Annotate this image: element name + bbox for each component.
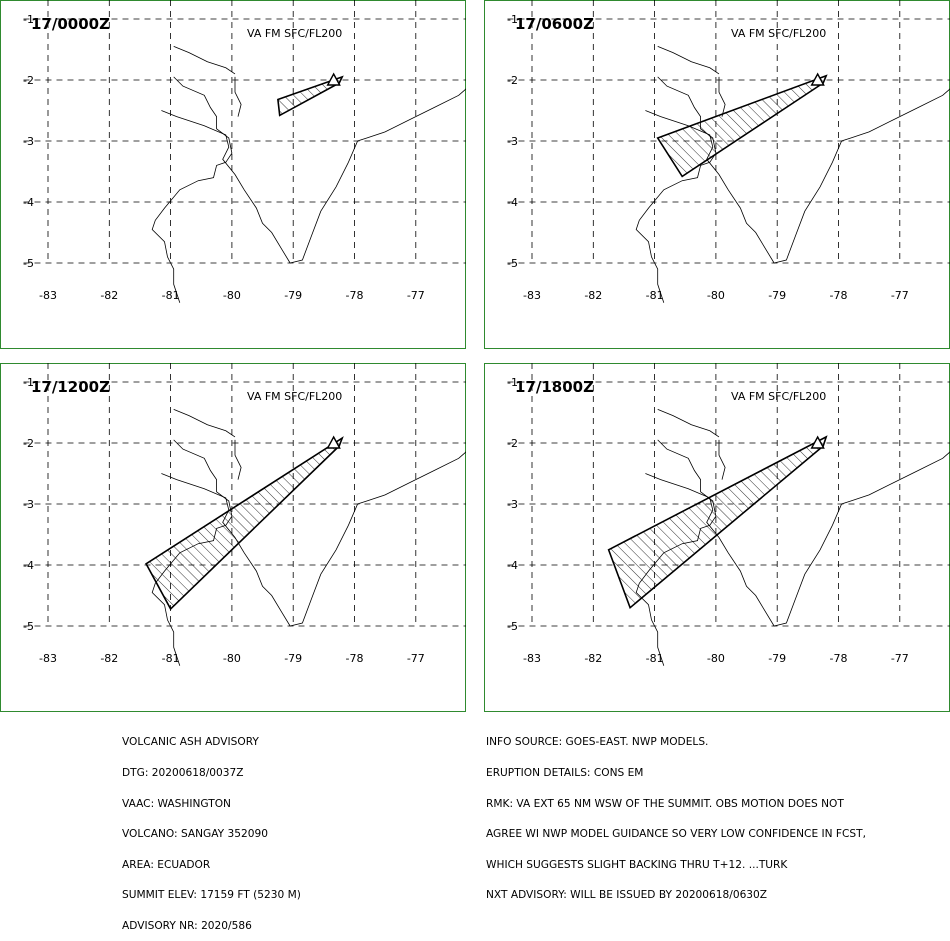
coastline bbox=[635, 76, 717, 303]
lon-tick-label: -81 bbox=[162, 652, 180, 665]
lon-tick-label: -80 bbox=[707, 289, 725, 302]
lon-tick-label: -77 bbox=[891, 652, 909, 665]
lat-tick-label: -3 bbox=[507, 498, 518, 511]
coastline bbox=[151, 76, 233, 303]
advisory-line: DTG: 20200618/0037Z bbox=[122, 767, 244, 779]
lon-tick-label: -77 bbox=[407, 652, 425, 665]
coastline bbox=[657, 46, 720, 75]
lat-tick-label: -1 bbox=[507, 376, 518, 389]
advisory-line: VAAC: WASHINGTON bbox=[122, 797, 231, 810]
advisory-line: SUMMIT ELEV: 17159 FT (5230 M) bbox=[122, 889, 301, 902]
ash-polygon bbox=[607, 435, 828, 610]
coastline bbox=[173, 46, 236, 75]
lon-tick-label: -81 bbox=[162, 289, 180, 302]
lat-tick-label: -1 bbox=[23, 13, 34, 26]
lat-tick-label: -2 bbox=[507, 74, 518, 87]
lon-tick-label: -78 bbox=[830, 652, 848, 665]
lon-tick-label: -82 bbox=[584, 652, 602, 665]
advisory-line: NXT ADVISORY: WILL BE ISSUED BY 20200618… bbox=[486, 889, 768, 902]
ash-polygon bbox=[145, 436, 344, 611]
advisory-line: AREA: ECUADOR bbox=[122, 858, 211, 871]
ash-polygon bbox=[656, 74, 828, 178]
panel-frame bbox=[0, 0, 466, 349]
lon-tick-label: -79 bbox=[284, 652, 302, 665]
volcano-icon bbox=[326, 72, 341, 86]
lat-tick-label: -2 bbox=[507, 437, 518, 450]
panel-level-label: VA FM SFC/FL200 bbox=[247, 27, 343, 40]
panel-level-label: VA FM SFC/FL200 bbox=[731, 27, 827, 40]
lat-tick-label: -4 bbox=[507, 559, 518, 572]
lon-tick-label: -82 bbox=[100, 652, 118, 665]
advisory-line: RMK: VA EXT 65 NM WSW OF THE SUMMIT. OBS… bbox=[486, 797, 844, 810]
lat-tick-label: -5 bbox=[507, 257, 518, 270]
panel-level-label: VA FM SFC/FL200 bbox=[731, 390, 827, 403]
lon-tick-label: -77 bbox=[891, 289, 909, 302]
panel-level-label: VA FM SFC/FL200 bbox=[247, 390, 343, 403]
lat-tick-label: -3 bbox=[23, 498, 34, 511]
coastline bbox=[718, 439, 726, 480]
lon-tick-label: -79 bbox=[768, 289, 786, 302]
lon-tick-label: -83 bbox=[523, 289, 541, 302]
lat-tick-label: -3 bbox=[23, 135, 34, 148]
lat-tick-label: -2 bbox=[23, 74, 34, 87]
lon-tick-label: -80 bbox=[223, 652, 241, 665]
lon-tick-label: -80 bbox=[223, 289, 241, 302]
lat-tick-label: -1 bbox=[23, 376, 34, 389]
map-canvas: -1 -2 -3 -4 -5 -83 -82 -81 -80 -79 -78 -77 bbox=[484, 0, 950, 349]
panel-frame bbox=[0, 363, 466, 712]
coastline bbox=[718, 76, 726, 117]
panel-time-label: 17/0600Z bbox=[515, 15, 594, 33]
map-canvas: -1 -2 -3 -4 -5 -83 -82 -81 -80 -79 -78 -77 bbox=[0, 0, 466, 349]
lon-tick-label: -83 bbox=[39, 289, 57, 302]
lon-tick-label: -81 bbox=[646, 652, 664, 665]
forecast-panel-0000z: -1 -2 -3 -4 -5 -83 -82 -81 -80 -79 -78 -77 17/0000Z… bbox=[0, 0, 466, 349]
lon-tick-label: -79 bbox=[768, 652, 786, 665]
advisory-line: AGREE WI NWP MODEL GUIDANCE SO VERY LOW … bbox=[486, 828, 866, 841]
map-canvas: -1 -2 -3 -4 -5 -83 -82 -81 -80 -79 -78 -77 bbox=[484, 363, 950, 712]
volcano-icon bbox=[810, 435, 825, 449]
forecast-panel-0600z: -1 -2 -3 -4 -5 -83 -82 -81 -80 -79 -78 -77 17/0600Z… bbox=[484, 0, 950, 349]
coastline bbox=[657, 409, 720, 438]
lat-tick-label: -5 bbox=[507, 620, 518, 633]
advisory-line: VOLCANO: SANGAY 352090 bbox=[122, 828, 268, 841]
advisory-line: VOLCANIC ASH ADVISORY bbox=[122, 736, 259, 749]
advisory-line: ADVISORY NR: 2020/586 bbox=[122, 919, 252, 932]
panel-time-label: 17/1800Z bbox=[515, 378, 594, 396]
lat-tick-label: -3 bbox=[507, 135, 518, 148]
coastline bbox=[161, 88, 466, 264]
advisory-line: INFO SOURCE: GOES-EAST. NWP MODELS. bbox=[486, 736, 709, 749]
forecast-panel-1800z: -1 -2 -3 -4 -5 -83 -82 -81 -80 -79 -78 -77 17/1800Z… bbox=[484, 363, 950, 712]
lon-tick-label: -78 bbox=[346, 289, 364, 302]
lat-tick-label: -4 bbox=[507, 196, 518, 209]
lat-tick-label: -5 bbox=[23, 620, 34, 633]
volcano-icon bbox=[326, 435, 341, 449]
lat-tick-label: -2 bbox=[23, 437, 34, 450]
lon-tick-label: -83 bbox=[523, 652, 541, 665]
lat-tick-label: -5 bbox=[23, 257, 34, 270]
lon-tick-label: -77 bbox=[407, 289, 425, 302]
coastline bbox=[234, 439, 242, 480]
coastline bbox=[234, 76, 242, 117]
lat-tick-label: -1 bbox=[507, 13, 518, 26]
map-canvas: -1 -2 -3 -4 -5 -83 -82 -81 -80 -79 -78 -77 bbox=[0, 363, 466, 712]
forecast-panel-1200z: -1 -2 -3 -4 -5 -83 -82 -81 -80 -79 -78 -77 17/1200Z… bbox=[0, 363, 466, 712]
lon-tick-label: -79 bbox=[284, 289, 302, 302]
advisory-header-block: VOLCANIC ASH ADVISORY DTG: 20200618/0037… bbox=[122, 717, 301, 941]
advisory-remarks-block: INFO SOURCE: GOES-EAST. NWP MODELS. ERUP… bbox=[486, 717, 866, 911]
panel-time-label: 17/0000Z bbox=[31, 15, 110, 33]
lon-tick-label: -83 bbox=[39, 652, 57, 665]
lat-tick-label: -4 bbox=[23, 196, 34, 209]
volcano-icon bbox=[810, 72, 825, 86]
panel-time-label: 17/1200Z bbox=[31, 378, 110, 396]
coastline bbox=[173, 409, 236, 438]
lon-tick-label: -82 bbox=[584, 289, 602, 302]
advisory-line: WHICH SUGGESTS SLIGHT BACKING THRU T+12.… bbox=[486, 858, 788, 871]
advisory-line: ERUPTION DETAILS: CONS EM bbox=[486, 767, 644, 779]
lat-tick-label: -4 bbox=[23, 559, 34, 572]
lon-tick-label: -78 bbox=[830, 289, 848, 302]
lon-tick-label: -81 bbox=[646, 289, 664, 302]
lon-tick-label: -80 bbox=[707, 652, 725, 665]
lon-tick-label: -78 bbox=[346, 652, 364, 665]
lon-tick-label: -82 bbox=[100, 289, 118, 302]
